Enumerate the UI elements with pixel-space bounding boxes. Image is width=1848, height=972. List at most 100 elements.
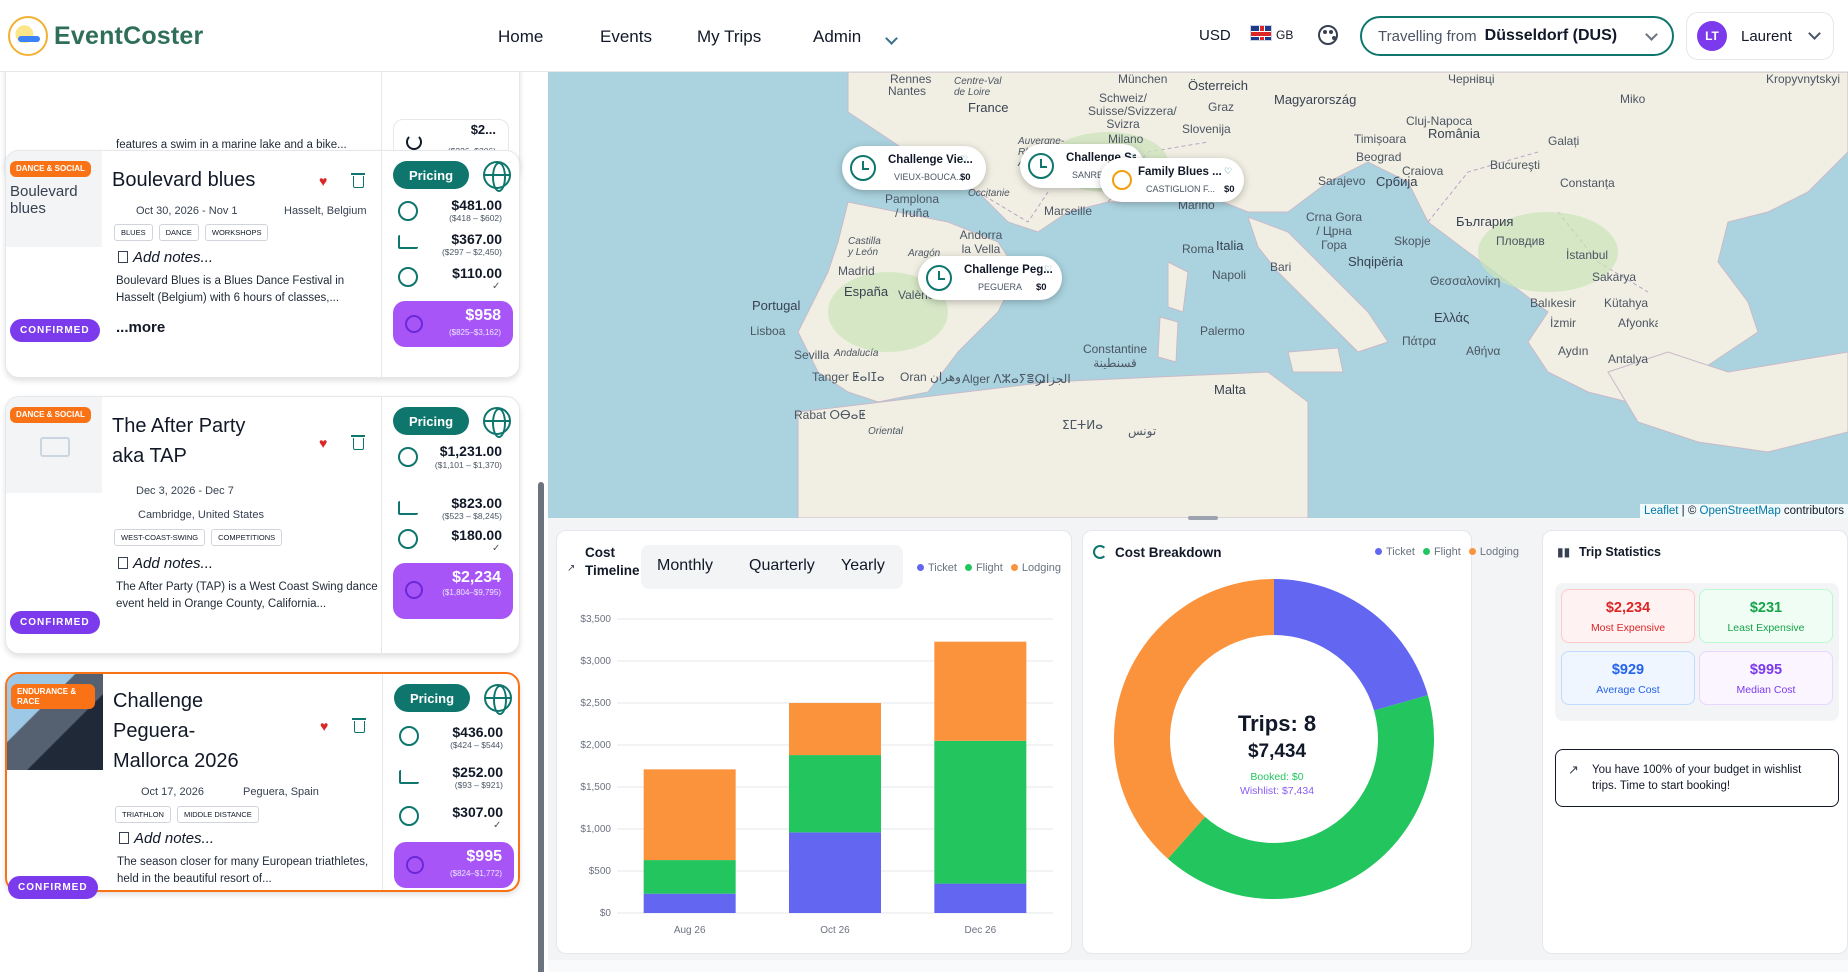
map-label: Bucureşti xyxy=(1490,158,1541,172)
leaflet-link[interactable]: Leaflet xyxy=(1643,505,1679,517)
trip-description: features a swim in a marine lake and a b… xyxy=(116,139,347,151)
trip-card[interactable]: Dance & Social The After Party aka TAP ♥… xyxy=(5,396,520,654)
app-logo[interactable]: EventCoster xyxy=(8,16,203,56)
total-price-box[interactable]: $2,234 ($1,804–$9,795) xyxy=(393,563,513,619)
tab-monthly[interactable]: Monthly xyxy=(657,557,714,574)
legend-flight: Flight xyxy=(1423,546,1461,558)
language-code[interactable]: GB xyxy=(1276,28,1294,42)
nav-events[interactable]: Events xyxy=(600,27,652,46)
nav-my-trips[interactable]: My Trips xyxy=(697,27,762,46)
osm-link[interactable]: OpenStreetMap xyxy=(1699,505,1781,517)
donut-slice-ticket[interactable] xyxy=(1274,579,1428,711)
delete-trash-icon[interactable] xyxy=(351,173,365,188)
trip-title-line-1[interactable]: The After Party xyxy=(112,415,246,437)
trip-location: Peguera, Spain xyxy=(243,786,319,798)
trip-title[interactable]: Boulevard blues xyxy=(112,169,256,191)
favorite-heart-icon[interactable]: ♥ xyxy=(319,173,328,189)
trip-title-line-1[interactable]: Challenge xyxy=(113,690,204,712)
favorite-heart-icon[interactable]: ♥ xyxy=(319,435,328,451)
trip-statistics-panel: ▮▮ Trip Statistics $2,234 Most Expensive… xyxy=(1542,530,1848,954)
favorite-heart-icon[interactable]: ♡ xyxy=(1224,166,1233,176)
pricing-button[interactable]: Pricing xyxy=(394,684,470,712)
check-circle-icon xyxy=(406,856,424,874)
check-circle-icon xyxy=(405,581,423,599)
legend-lodging: Lodging xyxy=(1469,546,1519,558)
favorite-heart-icon[interactable]: ♥ xyxy=(320,718,329,734)
tab-quarterly[interactable]: Quarterly xyxy=(749,557,815,574)
map-label: Lisboa xyxy=(750,324,786,338)
uk-flag-icon[interactable] xyxy=(1250,25,1272,41)
trip-title-line-2[interactable]: aka TAP xyxy=(112,445,187,467)
chevron-down-icon xyxy=(1808,27,1821,40)
map-label: España xyxy=(844,284,889,299)
total-price-box[interactable]: $995 ($824–$1,772) xyxy=(394,842,514,888)
map-label: Napoli xyxy=(1212,268,1247,282)
add-notes-link[interactable]: Add notes... xyxy=(118,249,213,266)
globe-icon[interactable] xyxy=(484,684,512,715)
total-range: ($1,804–$9,795) xyxy=(442,588,501,597)
map-label: Magyarország xyxy=(1274,92,1357,107)
travelling-from-select[interactable]: Travelling from Düsseldorf (DUS) xyxy=(1360,16,1674,56)
nav-admin[interactable]: Admin xyxy=(813,27,862,46)
map-label: Skopje xyxy=(1394,234,1431,248)
favorite-heart-icon[interactable]: ♡ xyxy=(1128,152,1137,162)
map-label: Чернівці xyxy=(1448,72,1495,86)
map-label: Occitanie xyxy=(968,188,1010,199)
donut-slice-flight[interactable] xyxy=(1167,695,1434,900)
map-label: Pamplona / Iruña xyxy=(884,192,940,220)
donut-slice-lodging[interactable] xyxy=(1114,579,1274,859)
trip-title-line-2[interactable]: Peguera- xyxy=(113,720,196,742)
stat-median-cost: $995 Median Cost xyxy=(1699,651,1833,705)
globe-icon[interactable] xyxy=(483,407,511,438)
trip-card-selected[interactable]: Endurance & Race Challenge Peguera- Mall… xyxy=(5,672,520,892)
favorite-heart-icon[interactable]: ♡ xyxy=(1044,264,1053,274)
favorite-heart-icon[interactable]: ♡ xyxy=(960,154,969,164)
lodging-range: ($93 – $921) xyxy=(454,780,503,790)
trip-title-line-3[interactable]: Mallorca 2026 xyxy=(113,750,239,772)
trip-card[interactable]: Boulevard blues Dance & Social Boulevard… xyxy=(5,150,520,378)
wishlist-amount: Wishlist: $7,434 xyxy=(1239,785,1315,797)
add-notes-link[interactable]: Add notes... xyxy=(118,555,213,572)
total-price: $2,234 xyxy=(452,569,501,586)
add-notes-link[interactable]: Add notes... xyxy=(119,830,214,847)
more-link[interactable]: ...more xyxy=(116,319,166,336)
resize-handle[interactable] xyxy=(1188,516,1218,520)
user-menu[interactable]: LT Laurent xyxy=(1686,12,1834,60)
map-label: Beograd xyxy=(1356,150,1402,164)
category-badge: Endurance & Race xyxy=(11,684,95,710)
tag: Competitions xyxy=(211,529,283,546)
stat-value: $2,234 xyxy=(1605,600,1651,616)
currency-selector[interactable]: USD xyxy=(1199,27,1231,44)
map-label: Oran وهران xyxy=(900,370,961,384)
delete-trash-icon[interactable] xyxy=(351,435,365,450)
logo-text: EventCoster xyxy=(54,21,204,50)
pricing-button[interactable]: Pricing xyxy=(393,161,469,189)
refresh-icon xyxy=(406,134,422,150)
map-marker[interactable]: Family Blues ... ♡ CASTIGLION F... $0 xyxy=(1100,158,1244,202)
total-price-box[interactable]: $958 ($825–$3,162) xyxy=(393,301,513,347)
nav-home[interactable]: Home xyxy=(498,27,544,46)
map-label: Crna Gora / Црна Гора xyxy=(1305,210,1363,252)
category-badge: Dance & Social xyxy=(10,407,91,423)
globe-icon[interactable] xyxy=(483,161,511,192)
trip-map[interactable]: Rennes Centre-Val de Loire France Nantes… xyxy=(548,72,1848,518)
marker-subtitle: VIEUX-BOUCA... xyxy=(894,172,964,182)
map-label: Αθήνα xyxy=(1466,344,1501,358)
admin-chevron-down-icon[interactable] xyxy=(885,28,898,48)
pricing-button[interactable]: Pricing xyxy=(393,407,469,435)
bar-flight xyxy=(643,860,736,894)
map-marker[interactable]: Challenge Vie... ♡ VIEUX-BOUCA... $0 xyxy=(842,146,986,190)
tab-yearly[interactable]: Yearly xyxy=(841,557,885,574)
card-divider xyxy=(382,674,383,890)
trip-location: Hasselt, Belgium xyxy=(284,205,367,217)
ticket-icon xyxy=(398,267,418,287)
pie-chart-icon xyxy=(1093,545,1107,559)
map-label: Galați xyxy=(1548,134,1580,148)
trip-list: features a swim in a marine lake and a b… xyxy=(0,72,548,972)
delete-trash-icon[interactable] xyxy=(352,718,366,733)
theme-palette-icon[interactable] xyxy=(1318,25,1338,45)
total-price: $995 xyxy=(466,848,502,865)
scrollbar[interactable] xyxy=(538,482,544,972)
y-tick-label: $2,500 xyxy=(580,698,611,709)
map-marker[interactable]: Challenge Peg... ♡ PEGUERA $0 xyxy=(918,256,1062,300)
